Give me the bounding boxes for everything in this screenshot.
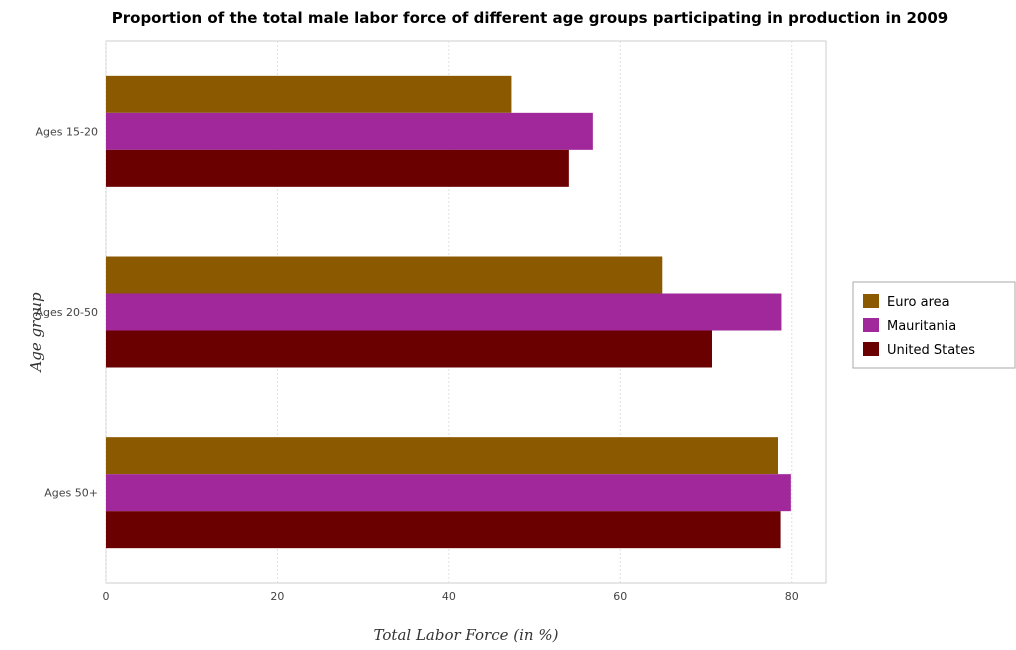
legend-label: United States [887, 343, 975, 358]
y-tick-label: Ages 20-50 [36, 306, 98, 319]
x-tick-label: 40 [442, 590, 456, 603]
plot-area: 0 20 40 60 80 Ages 15-20 Ages 20-50 Ages 50+ [36, 40, 827, 603]
legend-swatch [863, 294, 879, 308]
legend-box [852, 281, 1016, 369]
x-tick-label: 0 [103, 590, 110, 603]
y-tick-label: Ages 50+ [44, 487, 98, 500]
bar [106, 112, 593, 150]
bar [106, 511, 781, 549]
legend-swatch [863, 342, 879, 356]
bar [106, 256, 663, 294]
bar [106, 474, 791, 512]
y-tick-label: Ages 15-20 [36, 125, 98, 138]
bar [106, 437, 778, 475]
x-tick-label: 80 [785, 590, 799, 603]
x-axis-label: Total Labor Force (in %) [374, 626, 559, 644]
x-tick-label: 60 [613, 590, 627, 603]
legend: Euro area Mauritania United States [852, 281, 1016, 369]
bar [106, 330, 712, 368]
legend-label: Euro area [887, 295, 950, 310]
bar [106, 293, 782, 331]
y-axis-label: Age group [27, 292, 45, 374]
chart-title: Proportion of the total male labor force… [112, 9, 948, 27]
legend-label: Mauritania [887, 319, 956, 334]
bar [106, 149, 569, 187]
bar [106, 75, 512, 113]
x-tick-label: 20 [270, 590, 284, 603]
legend-swatch [863, 318, 879, 332]
